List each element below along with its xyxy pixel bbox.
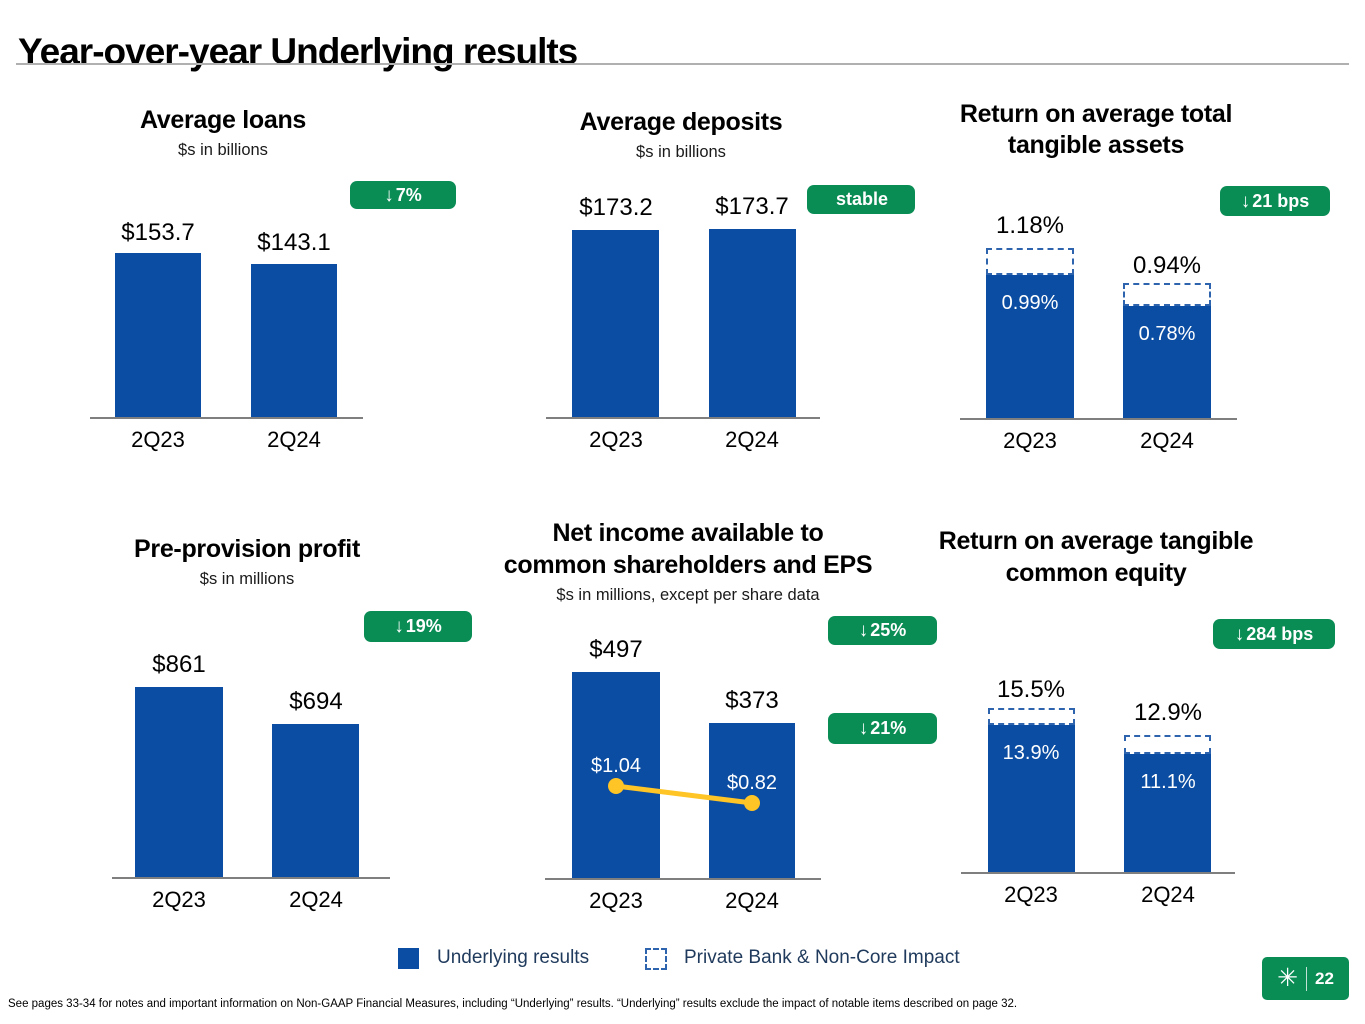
- bar-value-label: $153.7: [121, 219, 195, 246]
- axis-label-2q24: 2Q24: [725, 888, 779, 913]
- axis-label-2q24: 2Q24: [289, 887, 343, 912]
- total-value-label: 15.5%: [996, 676, 1066, 703]
- down-arrow-icon: ↓: [858, 620, 869, 641]
- page-badge-divider: [1306, 966, 1308, 991]
- change-badge: ↓ 284 bps: [1213, 619, 1335, 649]
- underlying-swatch-icon: [398, 948, 419, 969]
- bar-2q24: [709, 229, 796, 417]
- bar-underlying-2q24: [1123, 306, 1211, 418]
- plot-area: $173.2 $173.7 2Q23 2Q24: [546, 193, 820, 452]
- total-value-label: 12.9%: [1133, 699, 1203, 726]
- chart-title: Pre-provision profit: [134, 535, 360, 563]
- axis-label-2q24: 2Q24: [725, 427, 779, 452]
- plot-area: $861 $694 2Q23 2Q24: [112, 651, 390, 912]
- chart-title: Average loans: [139, 106, 307, 134]
- total-value-label: 0.94%: [1132, 252, 1202, 279]
- underlying-value-label: 13.9%: [1002, 742, 1060, 764]
- legend-label-underlying: Underlying results: [437, 947, 590, 968]
- plot-area: $497 $373 $1.04 $0.82 2Q23 2Q24: [545, 636, 821, 913]
- bar-impact-2q23: [988, 708, 1075, 725]
- chart-title-line1: Net income available to: [552, 519, 824, 547]
- underlying-value-label: 0.78%: [1138, 323, 1196, 345]
- bar-underlying-2q23: [988, 725, 1075, 872]
- axis-label-2q23: 2Q23: [1004, 882, 1058, 907]
- axis-label-2q23: 2Q23: [589, 888, 643, 913]
- plot-area: $153.7 $143.1 2Q23 2Q24: [90, 219, 363, 452]
- bar-value-label: $373: [725, 687, 779, 714]
- change-badge: ↓ 21 bps: [1220, 186, 1330, 216]
- title-divider: [16, 63, 1349, 65]
- badge-label: 284 bps: [1246, 623, 1314, 644]
- bar-impact-2q23: [986, 248, 1074, 275]
- page-number: 22: [1315, 968, 1334, 988]
- badge-label: 25%: [870, 620, 907, 640]
- bar-impact-2q24: [1124, 735, 1211, 754]
- bar-2q23: [572, 672, 660, 878]
- page-badge: ✳ 22: [1262, 957, 1349, 1000]
- chart-title-line2: tangible assets: [1007, 131, 1185, 159]
- badge-label: 7%: [395, 184, 422, 205]
- badge-label: 19%: [405, 616, 442, 636]
- down-arrow-icon: ↓: [1234, 623, 1245, 645]
- bar-2q23: [572, 230, 659, 417]
- bar-value-label: $861: [152, 651, 206, 678]
- legend-label-impact: Private Bank & Non-Core Impact: [684, 947, 960, 968]
- bar-value-label: $173.7: [715, 193, 789, 220]
- plot-area: 1.18% 0.94% 0.99% 0.78% 2Q23 2Q24: [960, 212, 1237, 453]
- chart-title-line1: Return on average tangible: [938, 527, 1254, 555]
- down-arrow-icon: ↓: [1240, 190, 1251, 212]
- chart-title: Average deposits: [579, 108, 783, 136]
- axis-label-2q24: 2Q24: [1141, 882, 1195, 907]
- badge-label: 21 bps: [1252, 190, 1310, 211]
- plot-area: 15.5% 12.9% 13.9% 11.1% 2Q23 2Q24: [961, 676, 1235, 907]
- footnote: See pages 33-34 for notes and important …: [8, 998, 1018, 1010]
- eps-value-label: $1.04: [590, 755, 642, 777]
- bar-2q23: [135, 687, 223, 877]
- axis-label-2q23: 2Q23: [152, 887, 206, 912]
- down-arrow-icon: ↓: [394, 616, 404, 637]
- change-badge: ↓ 19%: [364, 611, 472, 642]
- change-badge-eps: ↓ 21%: [828, 713, 937, 744]
- change-badge: ↓ 7%: [350, 181, 456, 209]
- bar-2q24: [709, 723, 795, 878]
- underlying-value-label: 0.99%: [1001, 292, 1059, 314]
- bar-2q24: [272, 724, 359, 877]
- down-arrow-icon: ↓: [858, 718, 869, 739]
- axis-label-2q23: 2Q23: [1003, 428, 1057, 453]
- bar-value-label: $173.2: [579, 194, 653, 221]
- chart-subtitle: $s in millions: [199, 570, 295, 588]
- bar-underlying-2q24: [1124, 754, 1211, 872]
- citizens-logo-icon: ✳: [1277, 964, 1299, 992]
- eps-value-label: $0.82: [726, 772, 778, 794]
- bar-2q24: [251, 264, 337, 417]
- impact-swatch-icon: [645, 948, 667, 970]
- bar-value-label: $694: [289, 688, 343, 715]
- bar-2q23: [115, 253, 201, 417]
- down-arrow-icon: ↓: [384, 184, 394, 206]
- bar-value-label: $143.1: [257, 229, 331, 256]
- underlying-value-label: 11.1%: [1140, 771, 1196, 793]
- total-value-label: 1.18%: [995, 212, 1065, 239]
- change-badge: stable: [807, 185, 915, 214]
- bar-impact-2q24: [1123, 283, 1211, 306]
- axis-label-2q24: 2Q24: [267, 427, 321, 452]
- badge-label: stable: [835, 189, 889, 209]
- chart-title-line1: Return on average total: [959, 100, 1233, 128]
- axis-label-2q23: 2Q23: [131, 427, 185, 452]
- change-badge-net-income: ↓ 25%: [828, 616, 937, 645]
- axis-label-2q23: 2Q23: [589, 427, 643, 452]
- badge-label: 21%: [870, 718, 907, 738]
- chart-subtitle: $s in millions, except per share data: [556, 586, 820, 604]
- page-title: Year-over-year Underlying results: [18, 30, 578, 72]
- chart-subtitle: $s in billions: [178, 141, 268, 159]
- axis-label-2q24: 2Q24: [1140, 428, 1194, 453]
- bar-value-label: $497: [589, 636, 643, 663]
- bar-underlying-2q23: [986, 275, 1074, 418]
- chart-title-line2: common shareholders and EPS: [503, 551, 873, 579]
- chart-subtitle: $s in billions: [636, 143, 726, 161]
- chart-title-line2: common equity: [1005, 559, 1187, 587]
